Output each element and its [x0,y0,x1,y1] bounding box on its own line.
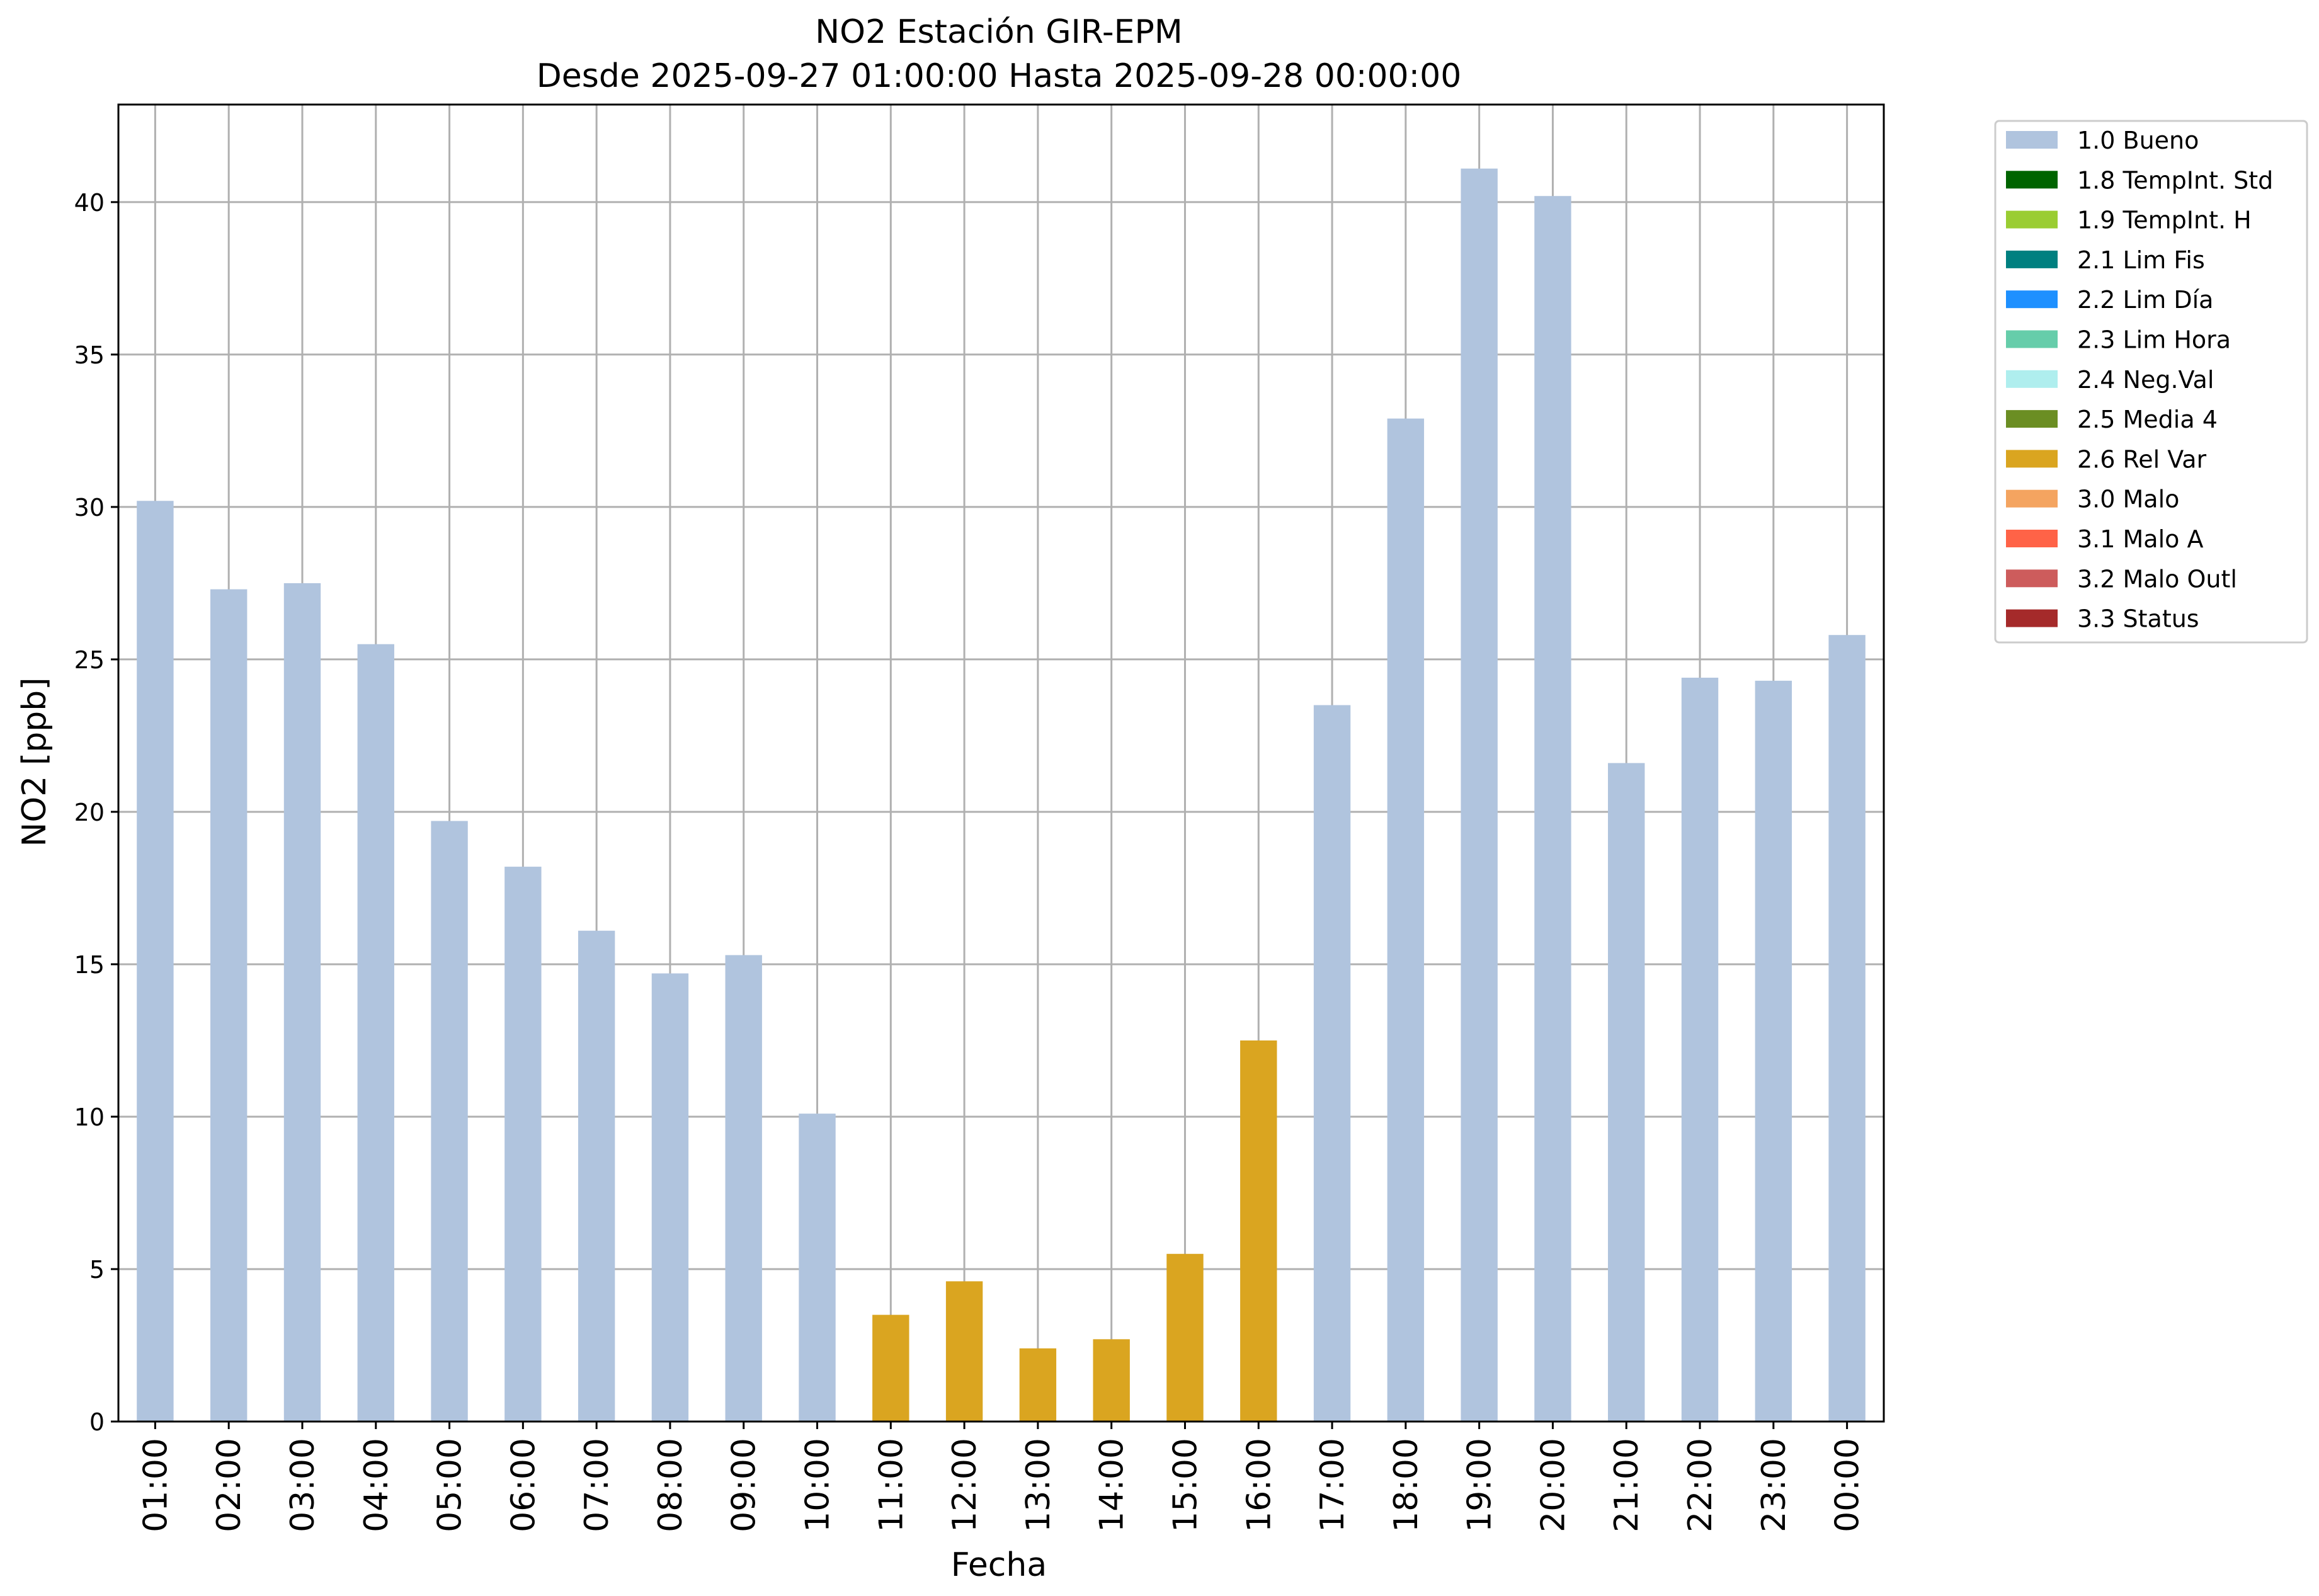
x-tick-label: 09:00 [726,1438,763,1532]
y-axis-label: NO2 [ppb] [16,677,54,846]
y-tick-label: 35 [74,341,105,369]
x-tick-label: 02:00 [210,1438,248,1532]
bar-0100 [137,501,174,1422]
bar-0300 [283,583,321,1422]
bar-0800 [651,973,689,1422]
legend-item-label: 1.9 TempInt. H [2077,207,2252,234]
x-tick-label: 12:00 [946,1438,984,1532]
legend-swatch [2006,290,2058,309]
bar-0900 [725,955,762,1422]
legend-swatch [2006,569,2058,588]
legend: 1.0 Bueno 1.8 TempInt. Std 1.9 TempInt. H 2… [1994,120,2308,644]
bar-1100 [872,1314,909,1422]
x-tick-label: 04:00 [358,1438,396,1532]
legend-swatch [2006,210,2058,229]
plot-area [117,103,1885,1423]
bar-0200 [210,589,248,1422]
legend-item-label: 3.1 Malo A [2077,525,2203,553]
x-tick-label: 23:00 [1755,1438,1793,1532]
legend-swatch [2006,609,2058,627]
y-tick-label: 5 [89,1256,105,1284]
x-tick-label: 06:00 [504,1438,542,1532]
bar-1700 [1313,705,1351,1422]
bar-0600 [504,867,542,1422]
legend-swatch [2006,410,2058,428]
legend-swatch [2006,370,2058,388]
x-tick-label: 07:00 [578,1438,616,1532]
legend-item-label: 3.0 Malo [2077,486,2179,513]
x-tick-label: 03:00 [284,1438,322,1532]
y-axis: 0 5 10 15 20 25 30 35 40 [74,189,118,1436]
bar-1600 [1240,1040,1277,1422]
x-tick-label: 00:00 [1829,1438,1867,1532]
legend-item-label: 2.5 Media 4 [2077,406,2218,433]
bar-1500 [1166,1253,1204,1422]
bar-1900 [1461,168,1498,1422]
x-tick-label: 19:00 [1461,1438,1499,1532]
x-tick-label: 13:00 [1020,1438,1057,1532]
x-tick-label: 18:00 [1387,1438,1425,1532]
legend-item-label: 2.1 Lim Fis [2077,246,2205,274]
legend-swatch [2006,171,2058,189]
y-tick-label: 15 [74,951,105,979]
legend-swatch [2006,330,2058,348]
bar-2300 [1755,680,1792,1422]
chart-subtitle: Desde 2025-09-27 01:00:00 Hasta 2025-09-… [537,57,1462,95]
bar-0000 [1828,635,1866,1422]
legend-item-label: 3.3 Status [2077,605,2199,633]
x-tick-label: 01:00 [137,1438,174,1532]
legend-item-label: 3.2 Malo Outl [2077,565,2237,593]
x-tick-label: 14:00 [1093,1438,1131,1532]
x-axis-label: Fecha [951,1546,1047,1584]
x-tick-label: 21:00 [1608,1438,1646,1532]
bar-2100 [1608,763,1645,1422]
legend-swatch [2006,530,2058,547]
x-tick-label: 16:00 [1240,1438,1278,1532]
bar-1800 [1387,418,1425,1422]
legend-item-label: 2.3 Lim Hora [2077,326,2231,354]
y-tick-label: 25 [74,646,105,674]
y-tick-label: 0 [89,1408,105,1436]
y-tick-label: 40 [74,189,105,217]
y-tick-label: 20 [74,799,105,826]
bar-1400 [1093,1339,1130,1422]
legend-item-label: 2.4 Neg.Val [2077,366,2214,394]
chart-title: NO2 Estación GIR-EPM [815,13,1182,51]
legend-item-label: 2.6 Rel Var [2077,445,2207,473]
x-tick-label: 22:00 [1682,1438,1719,1532]
x-tick-label: 10:00 [799,1438,837,1532]
y-tick-label: 10 [74,1103,105,1131]
x-tick-label: 17:00 [1314,1438,1352,1532]
legend-swatch [2006,450,2058,468]
x-tick-label: 11:00 [872,1438,910,1532]
x-tick-label: 20:00 [1534,1438,1572,1532]
bar-0400 [357,644,394,1422]
legend-swatch [2006,131,2058,149]
bar-1000 [799,1114,836,1422]
legend-item-label: 1.8 TempInt. Std [2077,166,2273,194]
bar-1200 [945,1281,983,1422]
x-tick-label: 15:00 [1166,1438,1204,1532]
bar-0500 [431,821,468,1422]
legend-swatch [2006,250,2058,268]
x-tick-label: 05:00 [431,1438,469,1532]
bars [137,168,1866,1422]
bar-2200 [1681,677,1719,1422]
x-axis: 01:00 02:00 03:00 04:00 05:00 06:00 07:00 08:00… [137,1422,1867,1532]
legend-frame [1994,120,2308,644]
legend-item-label: 1.0 Bueno [2077,127,2199,154]
legend-swatch [2006,489,2058,508]
bar-0700 [578,930,615,1422]
bar-2000 [1534,196,1571,1422]
bar-1300 [1019,1348,1057,1422]
x-tick-label: 08:00 [652,1438,690,1532]
legend-item-label: 2.2 Lim Día [2077,286,2213,314]
y-tick-label: 30 [74,494,105,522]
